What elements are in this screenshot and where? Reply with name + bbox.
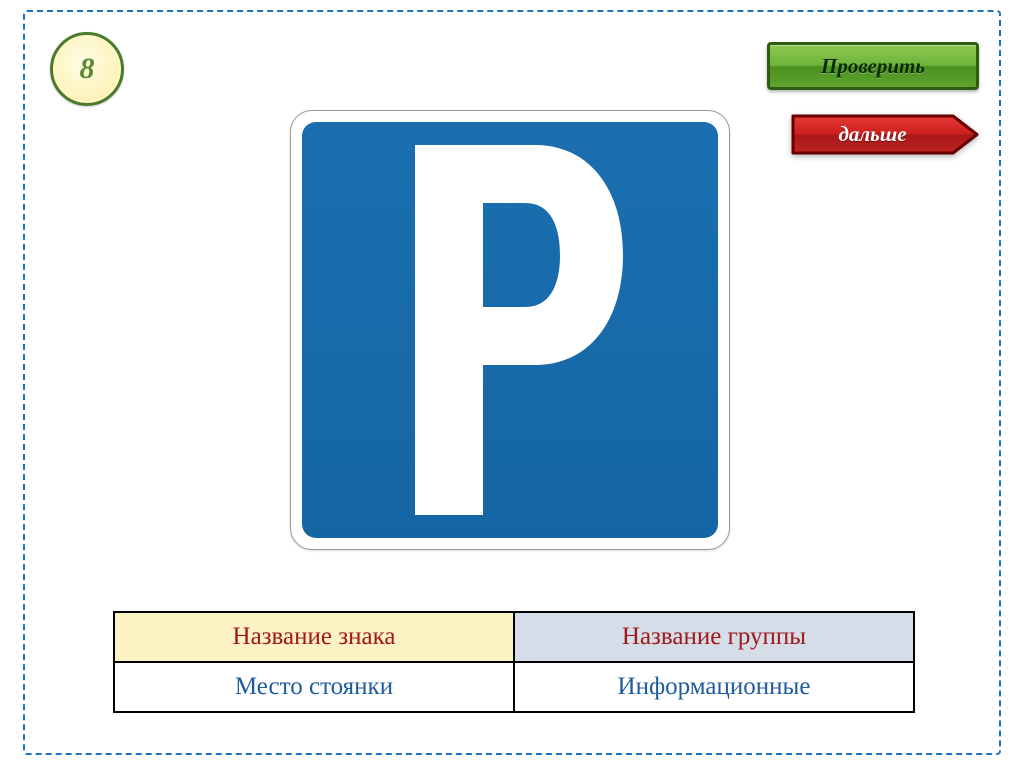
parking-sign-background bbox=[302, 122, 718, 538]
table-row: Место стоянки Информационные bbox=[114, 662, 914, 712]
check-button-label: Проверить bbox=[821, 54, 925, 79]
answer-table: Название знака Название группы Место сто… bbox=[113, 611, 915, 713]
value-group-name: Информационные bbox=[514, 662, 914, 712]
header-group-name: Название группы bbox=[514, 612, 914, 662]
next-button-label: дальше bbox=[790, 113, 955, 156]
slide-number: 8 bbox=[80, 52, 95, 86]
check-button[interactable]: Проверить bbox=[767, 42, 979, 90]
slide-number-badge: 8 bbox=[50, 32, 124, 106]
next-button[interactable]: дальше bbox=[790, 113, 980, 156]
parking-p-icon bbox=[395, 145, 625, 515]
value-sign-name: Место стоянки bbox=[114, 662, 514, 712]
parking-sign bbox=[290, 110, 730, 550]
header-sign-name: Название знака bbox=[114, 612, 514, 662]
table-row: Название знака Название группы bbox=[114, 612, 914, 662]
